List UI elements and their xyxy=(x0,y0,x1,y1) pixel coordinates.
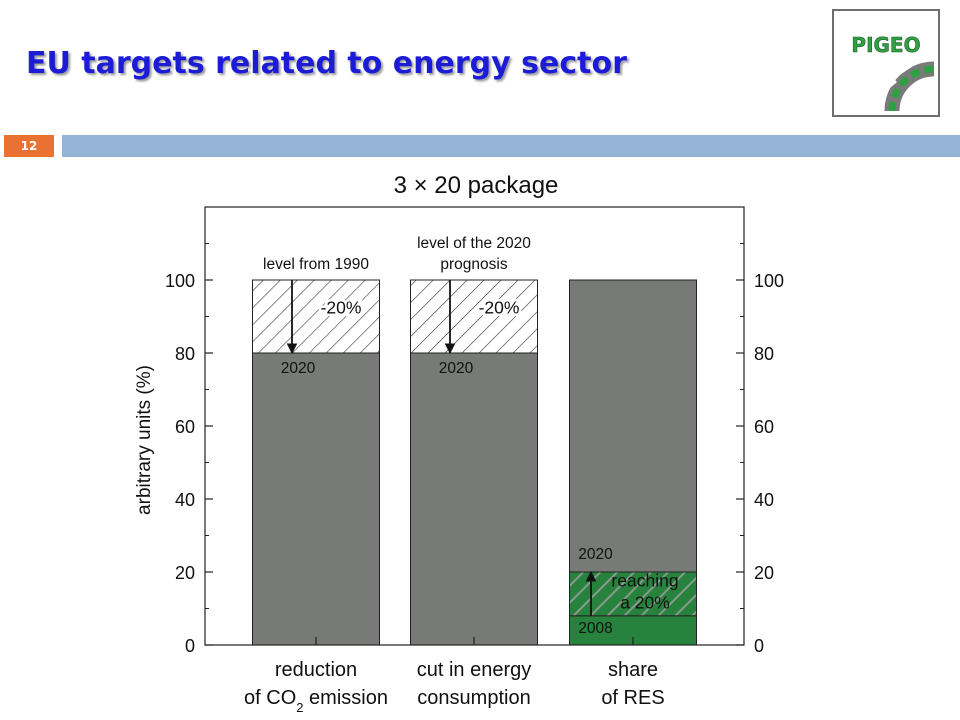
bar-top-label: level of the 2020 xyxy=(417,235,531,252)
y-tick-label-right: 0 xyxy=(754,636,764,656)
category-label-line1: reduction xyxy=(275,659,357,681)
bar-top-label: prognosis xyxy=(440,256,507,273)
y-tick-label-left: 100 xyxy=(165,271,195,291)
slide-title: EU targets related to energy sector xyxy=(26,46,627,81)
y-tick-label-left: 80 xyxy=(175,344,195,364)
bar-solid-segment xyxy=(410,352,538,646)
bar-hatched-segment xyxy=(252,279,380,354)
header-bar xyxy=(62,135,960,157)
year-label: 2020 xyxy=(439,360,474,377)
y-tick-label-left: 20 xyxy=(175,563,195,583)
category-label-line2: consumption xyxy=(417,687,530,709)
y-tick-label-left: 40 xyxy=(175,490,195,510)
logo-text: PIGEO xyxy=(851,33,921,58)
bar-top-label: level from 1990 xyxy=(263,256,369,273)
category-label-line2: of RES xyxy=(601,687,664,709)
y-tick-label-right: 20 xyxy=(754,563,774,583)
category-label-line1: share xyxy=(608,659,658,681)
year-label: 2020 xyxy=(281,360,316,377)
category-label-line2: of CO2 emission xyxy=(244,687,388,715)
y-tick-label-left: 60 xyxy=(175,417,195,437)
chart-title: 3 × 20 package xyxy=(394,172,559,199)
page-number-badge: 12 xyxy=(4,135,54,157)
bar-solid-segment xyxy=(252,352,380,646)
change-label: -20% xyxy=(479,298,520,318)
category-label-line1: cut in energy xyxy=(417,659,532,681)
y-tick-label-right: 80 xyxy=(754,344,774,364)
y-tick-label-left: 0 xyxy=(185,636,195,656)
y-tick-label-right: 40 xyxy=(754,490,774,510)
change-label: -20% xyxy=(321,298,362,318)
change-label-line: a 20% xyxy=(620,593,670,613)
change-label-line: reaching xyxy=(611,571,678,591)
year-top-label: 2020 xyxy=(578,546,613,563)
y-axis-label: arbitrary units (%) xyxy=(134,365,155,515)
pipe-ring-icon xyxy=(883,61,935,112)
pigeo-logo: PIGEO xyxy=(832,9,940,117)
y-tick-label-right: 60 xyxy=(754,417,774,437)
bar-hatched-segment xyxy=(410,279,538,354)
y-tick-label-right: 100 xyxy=(754,271,784,291)
year-bottom-label: 2008 xyxy=(578,620,612,637)
